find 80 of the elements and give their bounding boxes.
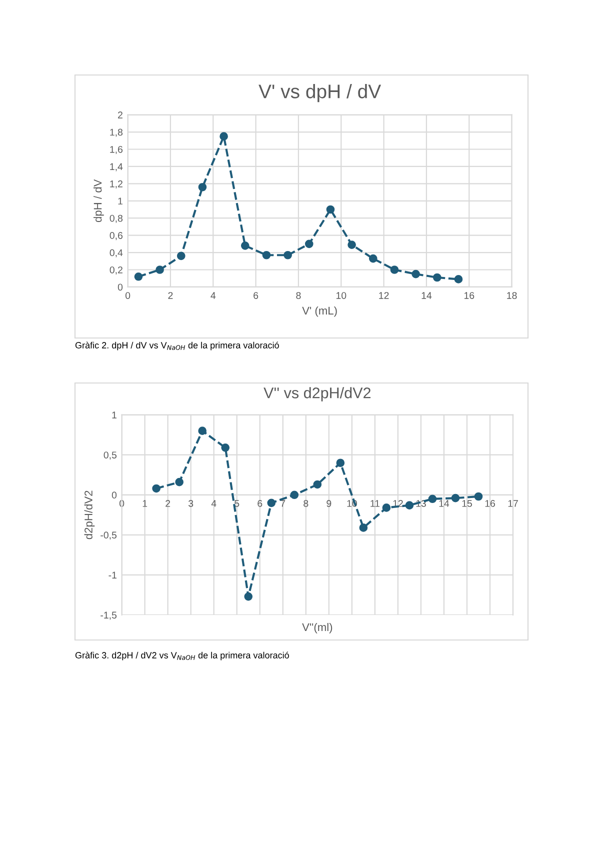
y-tick-label: 0 [112,492,117,499]
point [176,252,186,260]
x-tick-label: 15 [462,500,472,507]
point [390,266,399,274]
chart-title: V'' vs d2pH/dV2 [264,387,371,402]
point [134,272,143,281]
x-tick-label: 16 [485,500,495,507]
point [405,501,414,510]
y-tick-label: 2 [118,112,122,118]
point [304,240,314,248]
x-tick-label: 2 [168,292,173,299]
point [359,524,368,532]
point [326,205,335,214]
point [432,273,442,282]
y-axis-title: d2pH/dV2 [84,490,95,540]
y-tick-label: -0,5 [100,532,117,540]
point [198,182,207,192]
x-tick-label: 17 [508,500,518,507]
x-tick-label: 10 [336,292,346,299]
y-tick-label: 1 [112,412,116,418]
point [262,250,271,260]
point [313,480,322,489]
x-tick-label: 0 [125,292,130,299]
point [336,458,345,468]
point [290,490,299,500]
y-tick-label: 1 [118,198,122,204]
point [152,484,160,493]
point [382,504,391,512]
y-tick-label: 1,2 [110,180,122,188]
text: Gràfic 2. dpH / dV vs V$_{NaOH}$ de la primera valoració [75,342,279,350]
x-tick-label: 1 [142,500,148,507]
y-tick-label: 0,2 [110,266,122,275]
y-tick-label: 0 [118,284,123,291]
point [428,494,437,504]
point [454,275,463,284]
point [412,270,420,278]
y-tick-label: 1,6 [110,146,123,154]
x-tick-label: 8 [296,292,301,299]
x-tick-label: 14 [439,500,450,507]
point [198,426,207,436]
x-tick-label: 11 [370,500,380,507]
y-tick-label: 1,4 [110,163,123,172]
point [220,132,228,141]
x-tick-label: 5 [234,500,240,507]
x-tick-label: 14 [422,292,432,299]
y-tick-label: 0,6 [110,232,123,240]
point [368,254,378,263]
y-tick-label: 0,5 [104,452,117,460]
x-tick-label: 6 [254,292,258,299]
x-tick-label: 8 [304,500,308,507]
point [221,443,230,452]
y-tick-label: 0,4 [110,249,123,258]
point [348,240,356,249]
x-tick-label: 12 [379,292,389,299]
point [284,250,292,260]
text: Gràfic 3. d2pH / dV2 vs V$_{NaOH}$ de la primera valoració [75,652,289,660]
x-tick-label: 3 [188,500,194,507]
point [240,241,250,250]
x-tick-label: 4 [211,500,216,507]
x-tick-label: 4 [210,292,216,299]
x-tick-label: 16 [464,292,474,299]
y-tick-label: -1,5 [100,612,117,620]
x-tick-label: 6 [258,500,262,507]
y-tick-label: 0,8 [110,214,123,223]
x-tick-label: 2 [166,500,170,507]
x-axis-title: V''(ml) [302,622,332,634]
point [244,592,253,601]
y-axis-title: dpH / dV [94,179,104,222]
x-tick-label: 18 [507,292,517,299]
point [156,266,164,274]
point [267,498,276,508]
x-axis-title: V' (mL) [302,306,337,317]
point [451,494,460,502]
x-tick-label: 7 [280,500,286,507]
chart-title: V' vs dpH / dV [258,84,382,102]
y-tick-label: 1,8 [110,128,123,137]
y-tick-label: -1 [108,572,116,578]
point [474,492,483,501]
x-tick-label: 9 [326,500,332,507]
point [175,478,184,486]
